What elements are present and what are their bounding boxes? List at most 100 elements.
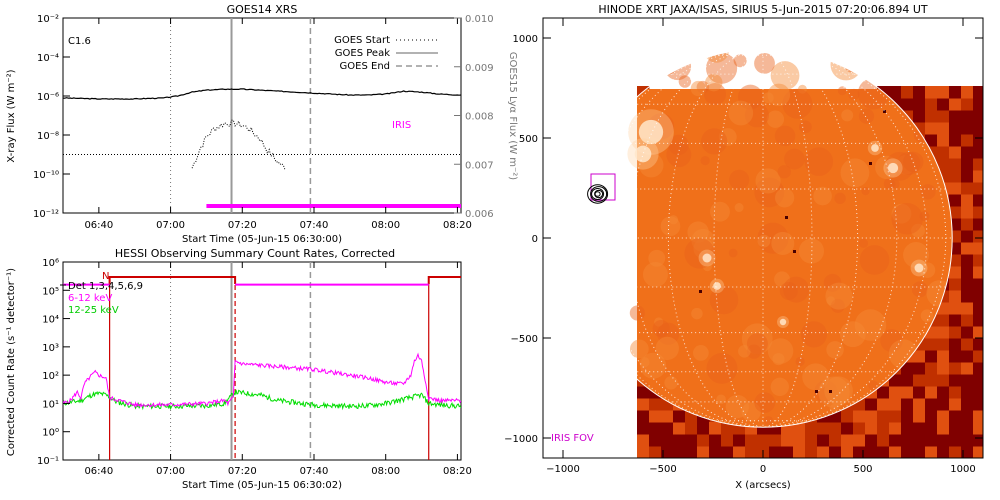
xrt-corona-block: [841, 410, 854, 423]
hessi-xtick-label: 07:00: [156, 466, 185, 477]
xrt-active-region-halo: [867, 140, 883, 156]
xrt-corona-block: [637, 386, 650, 399]
xrt-corona-block: [901, 410, 914, 423]
xrt-corona-block: [937, 134, 950, 147]
hessi-panel: HESSI Observing Summary Count Rates, Cor…: [6, 247, 472, 491]
xrt-disk-mottle: [640, 352, 667, 379]
xrt-corona-block: [937, 122, 950, 135]
xrt-disk-mottle: [895, 155, 916, 175]
xrt-xtick-label: −500: [649, 464, 676, 475]
xrt-corona-block: [937, 446, 950, 458]
xrt-corona-block: [961, 302, 974, 315]
xrt-corona-block: [973, 362, 983, 375]
xrt-disk-mottle: [705, 73, 723, 92]
hessi-title: HESSI Observing Summary Count Rates, Cor…: [115, 247, 395, 260]
xrt-grid-meridian: [598, 48, 764, 428]
xrt-disk-mottle: [951, 67, 953, 81]
xrt-ytick-label: 1000: [513, 34, 538, 45]
xrt-corona-block: [973, 326, 983, 339]
xrt-corona-block: [925, 434, 938, 447]
xrt-corona-block: [913, 110, 926, 123]
xrt-disk-mottle: [702, 262, 712, 272]
xrt-corona-block: [937, 362, 950, 375]
xrt-corona-block: [685, 434, 698, 447]
xrt-xtick-label: 1000: [950, 464, 975, 475]
xrt-disk-mottle: [903, 242, 930, 268]
xrt-dark-spot: [883, 110, 886, 113]
xrt-disk-mottle: [797, 84, 807, 94]
xrt-corona-block: [685, 446, 698, 458]
xrt-flare-contour: [594, 191, 601, 197]
xrt-corona-block: [937, 158, 950, 171]
xrt-corona-block: [781, 434, 794, 447]
xrt-corona-block: [769, 446, 782, 458]
xrt-corona-block: [973, 446, 983, 458]
xrt-corona-block: [901, 98, 914, 111]
xrt-disk-mottle: [897, 48, 930, 72]
xrt-corona-block: [637, 398, 650, 411]
xrt-disk-mottle: [741, 323, 773, 355]
xrt-corona-block: [961, 434, 974, 447]
xrt-corona-block: [925, 86, 938, 99]
xrt-disk-mottle: [795, 356, 805, 367]
xrt-disk-mottle: [709, 285, 739, 315]
xrt-disk-mottle: [774, 125, 796, 147]
xrt-disk-mottle: [770, 377, 790, 397]
xrt-corona-block: [937, 326, 950, 339]
xrt-corona-block: [961, 230, 974, 243]
xrt-active-region: [638, 119, 664, 145]
goes-ytick-right-label: 0.009: [465, 63, 494, 74]
hessi-ylabel: Corrected Count Rate (s⁻¹ detector⁻¹): [6, 268, 17, 456]
xrt-disk-mottle: [891, 203, 923, 235]
xrt-disk-mottle: [848, 88, 860, 101]
xrt-disk-mottle: [868, 380, 879, 391]
xrt-corona-block: [949, 446, 962, 458]
xrt-disk-mottle: [757, 234, 771, 248]
xrt-corona-block: [901, 374, 914, 387]
xrt-corona-block: [937, 350, 950, 363]
xrt-corona-block: [949, 302, 962, 315]
xrt-ytick-label: −500: [511, 334, 538, 345]
xrt-corona-block: [661, 410, 674, 423]
xrt-dark-spot: [699, 290, 702, 293]
xrt-disk-mottle: [654, 317, 664, 327]
xrt-disk-mottle: [884, 49, 903, 68]
xrt-disk-mottle: [830, 298, 845, 313]
xrt-disk-mottle: [729, 169, 750, 190]
xrt-active-region: [871, 144, 879, 152]
xrt-corona-block: [697, 446, 710, 458]
xrt-dark-spot: [785, 216, 788, 219]
xrt-corona-block: [913, 386, 926, 399]
xrt-grid-meridian: [713, 48, 764, 428]
xrt-disk-mottle: [639, 356, 650, 368]
xrt-corona-block: [949, 110, 962, 123]
xrt-corona-block: [949, 122, 962, 135]
xrt-corona-block: [925, 98, 938, 111]
xrt-disk-mottle: [775, 188, 795, 208]
xrt-corona-block: [637, 434, 650, 447]
goes-xtick-label: 07:20: [228, 220, 257, 231]
xrt-corona-block: [721, 446, 734, 458]
xrt-disk-mottle: [763, 416, 774, 426]
xrt-corona-block: [697, 434, 710, 447]
xrt-corona-block: [889, 398, 902, 411]
xrt-corona-block: [901, 422, 914, 435]
xrt-corona-block: [973, 278, 983, 291]
hessi-ytick-label: 10⁶: [42, 258, 59, 269]
xrt-corona-block: [961, 146, 974, 159]
xrt-corona-block: [949, 314, 962, 327]
xrt-corona-block: [973, 218, 983, 231]
xrt-corona-block: [673, 410, 686, 423]
xrt-corona-block: [973, 374, 983, 387]
goes-ylabel: X-ray Flux (W m⁻²): [6, 69, 17, 162]
goes-iris-label: IRIS: [392, 120, 411, 131]
xrt-disk-mottle: [920, 184, 936, 200]
xrt-corona-block: [949, 254, 962, 267]
xrt-corona-block: [949, 206, 962, 219]
xrt-corona-block: [733, 446, 746, 458]
xrt-corona-block: [877, 422, 890, 435]
xrt-disk-mottle: [741, 402, 761, 422]
xrt-grid: [573, 48, 953, 428]
xrt-corona-block: [841, 422, 854, 435]
